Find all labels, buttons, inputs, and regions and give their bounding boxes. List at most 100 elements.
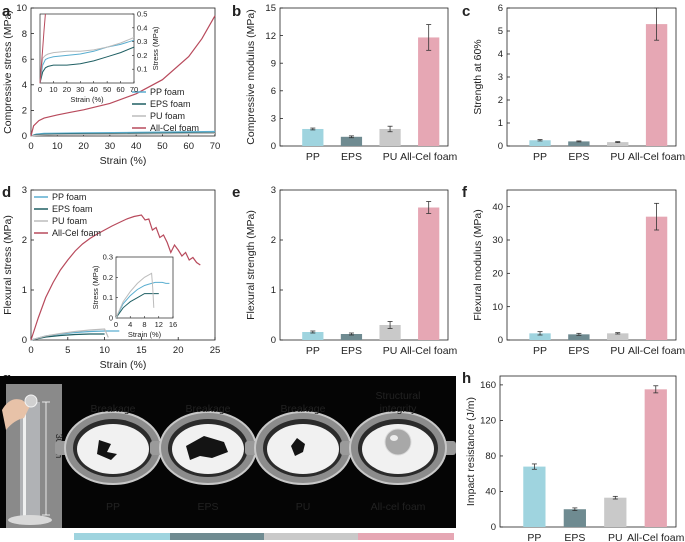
inset-y-tick-label: 0.1 — [103, 293, 113, 302]
x-category-label: PU — [608, 532, 623, 542]
bar-pp — [529, 333, 551, 340]
inset-y-tick-label: 0.4 — [137, 23, 147, 32]
inset-y-axis-label: Stress (MPa) — [151, 26, 160, 70]
material-label: PP — [106, 501, 120, 513]
x-category-label: All-Cel foam — [400, 345, 457, 357]
tube-base — [8, 515, 52, 525]
x-axis-label: Strain (%) — [100, 155, 147, 167]
inset-x-axis-label: Strain (%) — [128, 330, 162, 339]
bar-pp — [529, 140, 551, 146]
x-axis-label: Strain (%) — [100, 359, 147, 371]
bar-pp — [302, 128, 324, 146]
y-tick-label: 8 — [22, 29, 27, 40]
x-tick-label: 15 — [136, 345, 147, 356]
series-line-pu-foam — [30, 328, 109, 341]
y-tick-label: 0 — [271, 141, 276, 152]
x-category-label: EPS — [341, 345, 362, 357]
plot-frame — [30, 189, 216, 341]
x-tick-label: 0 — [28, 141, 33, 152]
series-line-all-cel-foam — [30, 214, 201, 341]
chart-c: 0 1 2 3 4 5 6 PP EPS PU All-Cel foam Strength at 60… — [472, 3, 685, 163]
panel-label-f: f — [462, 184, 468, 201]
y-tick-label: 6 — [271, 86, 276, 97]
inset-y-tick-label: 0.5 — [137, 10, 147, 19]
bar-eps — [340, 334, 363, 340]
inset-series-pp-foam — [115, 281, 170, 319]
chart-e: 0 1 2 3 PP EPS PU All-Cel foam Flexural strength… — [245, 185, 458, 357]
panel-label-e: e — [232, 184, 240, 201]
inset-x-tick-label: 8 — [142, 320, 146, 329]
bar-pu — [607, 142, 629, 146]
x-category-label: All-Cel foam — [628, 345, 685, 357]
inset-x-tick-label: 12 — [155, 320, 163, 329]
x-tick-label: 20 — [173, 345, 184, 356]
x-category-label: PP — [533, 345, 547, 357]
y-tick-label: 3 — [22, 185, 27, 196]
chart-f: 0 10 20 30 40 PP EPS PU All-Cel foam Flexural mod… — [472, 189, 685, 357]
x-category-label: All-Cel foam — [627, 532, 684, 542]
y-tick-label: 2 — [498, 95, 503, 106]
y-tick-label: 40 — [485, 487, 496, 498]
bar-all-cel-foam — [645, 24, 668, 147]
steel-ball — [24, 394, 38, 408]
bar-pp — [523, 466, 546, 527]
y-tick-label: 15 — [265, 3, 276, 14]
legend-label: PU foam — [52, 216, 87, 226]
y-axis-label: Flexural strength (MPa) — [245, 210, 257, 320]
inset-x-tick-label: 0 — [38, 85, 42, 94]
strip-allcel — [358, 533, 454, 540]
panel-label-b: b — [232, 3, 241, 20]
inset-x-tick-label: 20 — [63, 85, 71, 94]
x-category-label: PP — [527, 532, 541, 542]
inset-series-eps-foam — [115, 293, 159, 319]
x-category-label: PU — [383, 345, 398, 357]
y-tick-label: 1 — [271, 285, 276, 296]
x-tick-label: 10 — [52, 141, 63, 152]
legend-label: PU foam — [150, 111, 185, 121]
y-tick-label: 40 — [492, 202, 503, 213]
y-tick-label: 30 — [492, 235, 503, 246]
y-axis-label: Flexural modulus (MPa) — [472, 209, 484, 320]
inset-x-tick-label: 40 — [90, 85, 98, 94]
plot-frame — [279, 7, 449, 147]
series-line-eps-foam — [30, 132, 216, 137]
inset-x-tick-label: 60 — [116, 85, 124, 94]
legend-label: All-Cel foam — [52, 228, 101, 238]
chart-h: 0 40 80 120 160 PP EPS PU All-Cel foam Impact res… — [465, 375, 685, 542]
x-category-label: PU — [383, 151, 398, 163]
ball-highlight — [390, 435, 398, 441]
inset-x-axis-label: Strain (%) — [70, 95, 104, 104]
material-label: EPS — [197, 501, 218, 513]
crack-fragment — [97, 440, 117, 460]
bar-all-cel-foam — [418, 37, 440, 146]
x-tick-label: 25 — [210, 345, 221, 356]
y-tick-label: 6 — [498, 3, 503, 14]
plot-frame — [499, 375, 677, 528]
x-category-label: PP — [306, 345, 320, 357]
inset-y-tick-label: 0.1 — [137, 65, 147, 74]
x-category-label: EPS — [568, 151, 589, 163]
inset-y-tick-label: 0.2 — [137, 51, 147, 60]
legend-label: EPS foam — [52, 204, 93, 214]
plot-frame — [506, 189, 677, 341]
bar-all-cel-foam — [418, 207, 440, 340]
outcome-label: Breakage — [91, 403, 136, 415]
panel-label-h: h — [462, 370, 471, 387]
x-tick-label: 10 — [99, 345, 110, 356]
strip-eps — [170, 533, 264, 540]
series-line-pu-foam — [30, 132, 216, 137]
y-axis-label: Flexural stress (MPa) — [2, 215, 14, 315]
inset-y-tick-label: 0 — [109, 314, 113, 323]
material-label: PU — [296, 501, 311, 513]
inset-y-axis-label: Stress (MPa) — [91, 265, 100, 309]
x-category-label: PU — [610, 345, 625, 357]
x-category-label: All-Cel foam — [400, 151, 457, 163]
y-tick-label: 3 — [271, 114, 276, 125]
crack-fragment — [291, 438, 305, 456]
bar-all-cel-foam — [645, 216, 668, 340]
y-tick-label: 12 — [265, 31, 276, 42]
panel-label-a: a — [2, 3, 11, 20]
bar-pu — [607, 333, 629, 340]
x-tick-label: 0 — [28, 345, 33, 356]
